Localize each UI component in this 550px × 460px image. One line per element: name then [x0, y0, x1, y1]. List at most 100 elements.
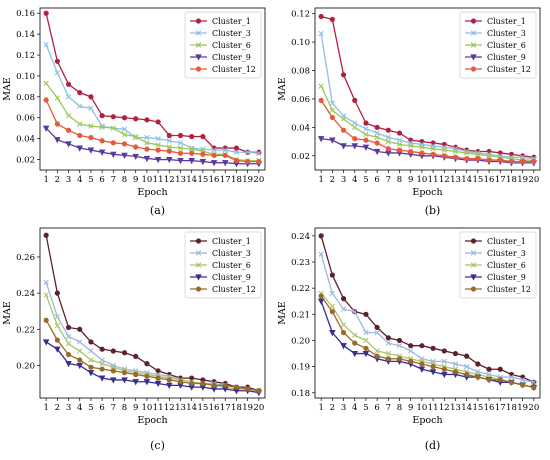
- data-point: [110, 368, 116, 374]
- data-point: [76, 362, 83, 370]
- data-point: [340, 127, 347, 133]
- legend-swatch-marker: [470, 18, 477, 24]
- y-axis-label: MAE: [2, 301, 13, 325]
- x-tick-label: 11: [153, 175, 164, 185]
- x-tick-label: 18: [506, 403, 517, 413]
- data-point: [396, 356, 403, 362]
- data-point: [121, 131, 128, 138]
- data-point: [441, 358, 447, 365]
- x-axis-label: Epoch: [412, 415, 442, 426]
- data-point: [65, 94, 72, 100]
- data-point: [396, 343, 403, 349]
- data-point: [188, 146, 195, 152]
- legend-label: Cluster_12: [487, 285, 531, 294]
- data-point: [362, 144, 370, 151]
- data-point: [464, 156, 470, 162]
- data-point: [77, 339, 83, 345]
- data-point: [374, 324, 380, 330]
- x-tick-label: 13: [175, 403, 186, 413]
- data-point: [520, 382, 526, 388]
- x-tick-label: 3: [66, 403, 71, 413]
- data-point: [222, 382, 228, 388]
- data-point: [475, 374, 481, 380]
- data-point: [430, 145, 436, 152]
- data-point: [329, 100, 336, 106]
- data-point: [363, 337, 369, 344]
- x-tick-label: 17: [220, 403, 231, 413]
- legend: Cluster_1 Cluster_3 Cluster_6 Cluster_9 Clus…: [459, 11, 537, 79]
- data-point: [110, 125, 117, 131]
- data-point: [452, 154, 459, 160]
- legend-swatch-marker: [470, 42, 477, 48]
- legend-swatch-marker: [470, 286, 477, 292]
- x-tick-label: 7: [111, 175, 116, 185]
- y-tick-label: 0.20: [291, 336, 310, 346]
- data-point: [352, 136, 358, 142]
- x-tick-label: 12: [164, 175, 175, 185]
- y-axis-label: MAE: [277, 301, 288, 325]
- data-point: [154, 380, 162, 388]
- x-tick-label: 10: [141, 403, 152, 413]
- legend-item: Cluster_3: [190, 29, 251, 38]
- data-point: [98, 375, 106, 382]
- legend-swatch-marker: [470, 250, 477, 256]
- data-point: [396, 141, 403, 148]
- data-point: [486, 157, 492, 163]
- data-point: [351, 350, 358, 358]
- legend-label: Cluster_1: [212, 237, 251, 246]
- y-tick-label: 0.20: [16, 361, 35, 371]
- data-point: [99, 366, 105, 372]
- x-tick-label: 2: [330, 175, 335, 185]
- y-tick-label: 0.18: [291, 389, 310, 399]
- data-point: [77, 90, 83, 96]
- data-point: [245, 159, 251, 165]
- legend-label: Cluster_6: [212, 261, 251, 270]
- data-point: [531, 379, 537, 385]
- x-axis-label: Epoch: [412, 187, 442, 198]
- x-tick-label: 1: [43, 175, 48, 185]
- x-tick-label: 9: [408, 403, 413, 413]
- x-tick-label: 13: [450, 403, 461, 413]
- data-point: [121, 152, 128, 160]
- data-point: [132, 379, 139, 386]
- data-point: [374, 130, 380, 136]
- legend-swatch-marker: [195, 274, 202, 281]
- data-point: [329, 114, 335, 121]
- data-point: [318, 293, 324, 299]
- y-tick-label: 0.24: [16, 289, 35, 299]
- x-tick-label: 16: [209, 403, 220, 413]
- x-tick-label: 14: [186, 175, 197, 185]
- x-tick-label: 17: [495, 175, 506, 185]
- y-tick-label: 0.12: [291, 10, 310, 20]
- data-point: [475, 156, 481, 162]
- legend: Cluster_1 Cluster_3 Cluster_6 Cluster_9 Clus…: [459, 231, 537, 299]
- data-point: [65, 361, 72, 368]
- legend-label: Cluster_1: [487, 237, 526, 246]
- data-point: [464, 353, 470, 359]
- data-point: [121, 377, 128, 384]
- y-tick-label: 0.24: [291, 232, 310, 242]
- panel-caption: (b): [425, 204, 441, 217]
- data-point: [329, 303, 336, 310]
- data-point: [222, 160, 229, 167]
- data-point: [177, 157, 184, 165]
- series-cluster-3: [318, 251, 537, 385]
- data-point: [463, 363, 470, 370]
- legend-item: Cluster_1: [465, 17, 526, 26]
- x-tick-label: 9: [133, 175, 138, 185]
- data-point: [452, 369, 459, 375]
- data-point: [54, 58, 60, 64]
- x-tick-label: 13: [450, 175, 461, 185]
- data-point: [363, 311, 369, 317]
- series-cluster-9: [317, 136, 538, 167]
- data-point: [508, 379, 515, 385]
- data-point: [188, 157, 195, 165]
- legend-item: Cluster_3: [465, 249, 526, 258]
- data-point: [464, 371, 470, 378]
- data-point: [452, 148, 459, 155]
- data-point: [318, 251, 324, 257]
- legend-swatch-marker: [470, 54, 477, 61]
- data-point: [363, 120, 369, 126]
- panel-c: 1 2 3 4 5 6 7 8 9 10 11 12 13 14 15 16 17 18 19 200.200.220…: [2, 227, 266, 452]
- data-point: [65, 127, 72, 133]
